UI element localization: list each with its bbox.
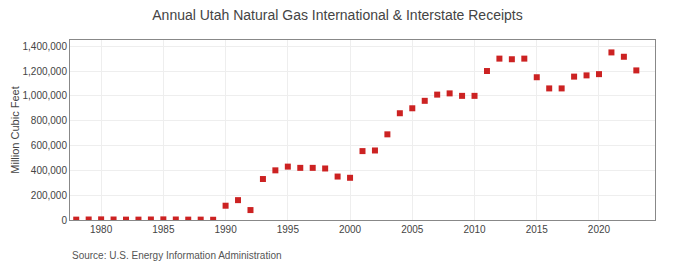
svg-text:0: 0: [61, 215, 67, 226]
svg-text:Annual Utah Natural Gas Intern: Annual Utah Natural Gas International & …: [152, 7, 522, 23]
svg-text:2005: 2005: [401, 224, 424, 235]
svg-text:1,400,000: 1,400,000: [23, 41, 68, 52]
svg-text:2010: 2010: [463, 224, 486, 235]
svg-text:1,000,000: 1,000,000: [23, 90, 68, 101]
svg-text:200,000: 200,000: [31, 190, 68, 201]
svg-text:2015: 2015: [526, 224, 549, 235]
svg-text:600,000: 600,000: [31, 140, 68, 151]
svg-text:400,000: 400,000: [31, 165, 68, 176]
svg-text:1995: 1995: [277, 224, 300, 235]
svg-text:1,200,000: 1,200,000: [23, 66, 68, 77]
svg-text:1980: 1980: [90, 224, 113, 235]
svg-text:Million Cubic Feet: Million Cubic Feet: [9, 86, 21, 173]
svg-text:2000: 2000: [339, 224, 362, 235]
svg-text:Source: U.S. Energy Informatio: Source: U.S. Energy Information Administ…: [72, 250, 282, 261]
svg-text:1990: 1990: [214, 224, 237, 235]
svg-text:1985: 1985: [152, 224, 175, 235]
svg-text:800,000: 800,000: [31, 115, 68, 126]
svg-text:2020: 2020: [588, 224, 611, 235]
